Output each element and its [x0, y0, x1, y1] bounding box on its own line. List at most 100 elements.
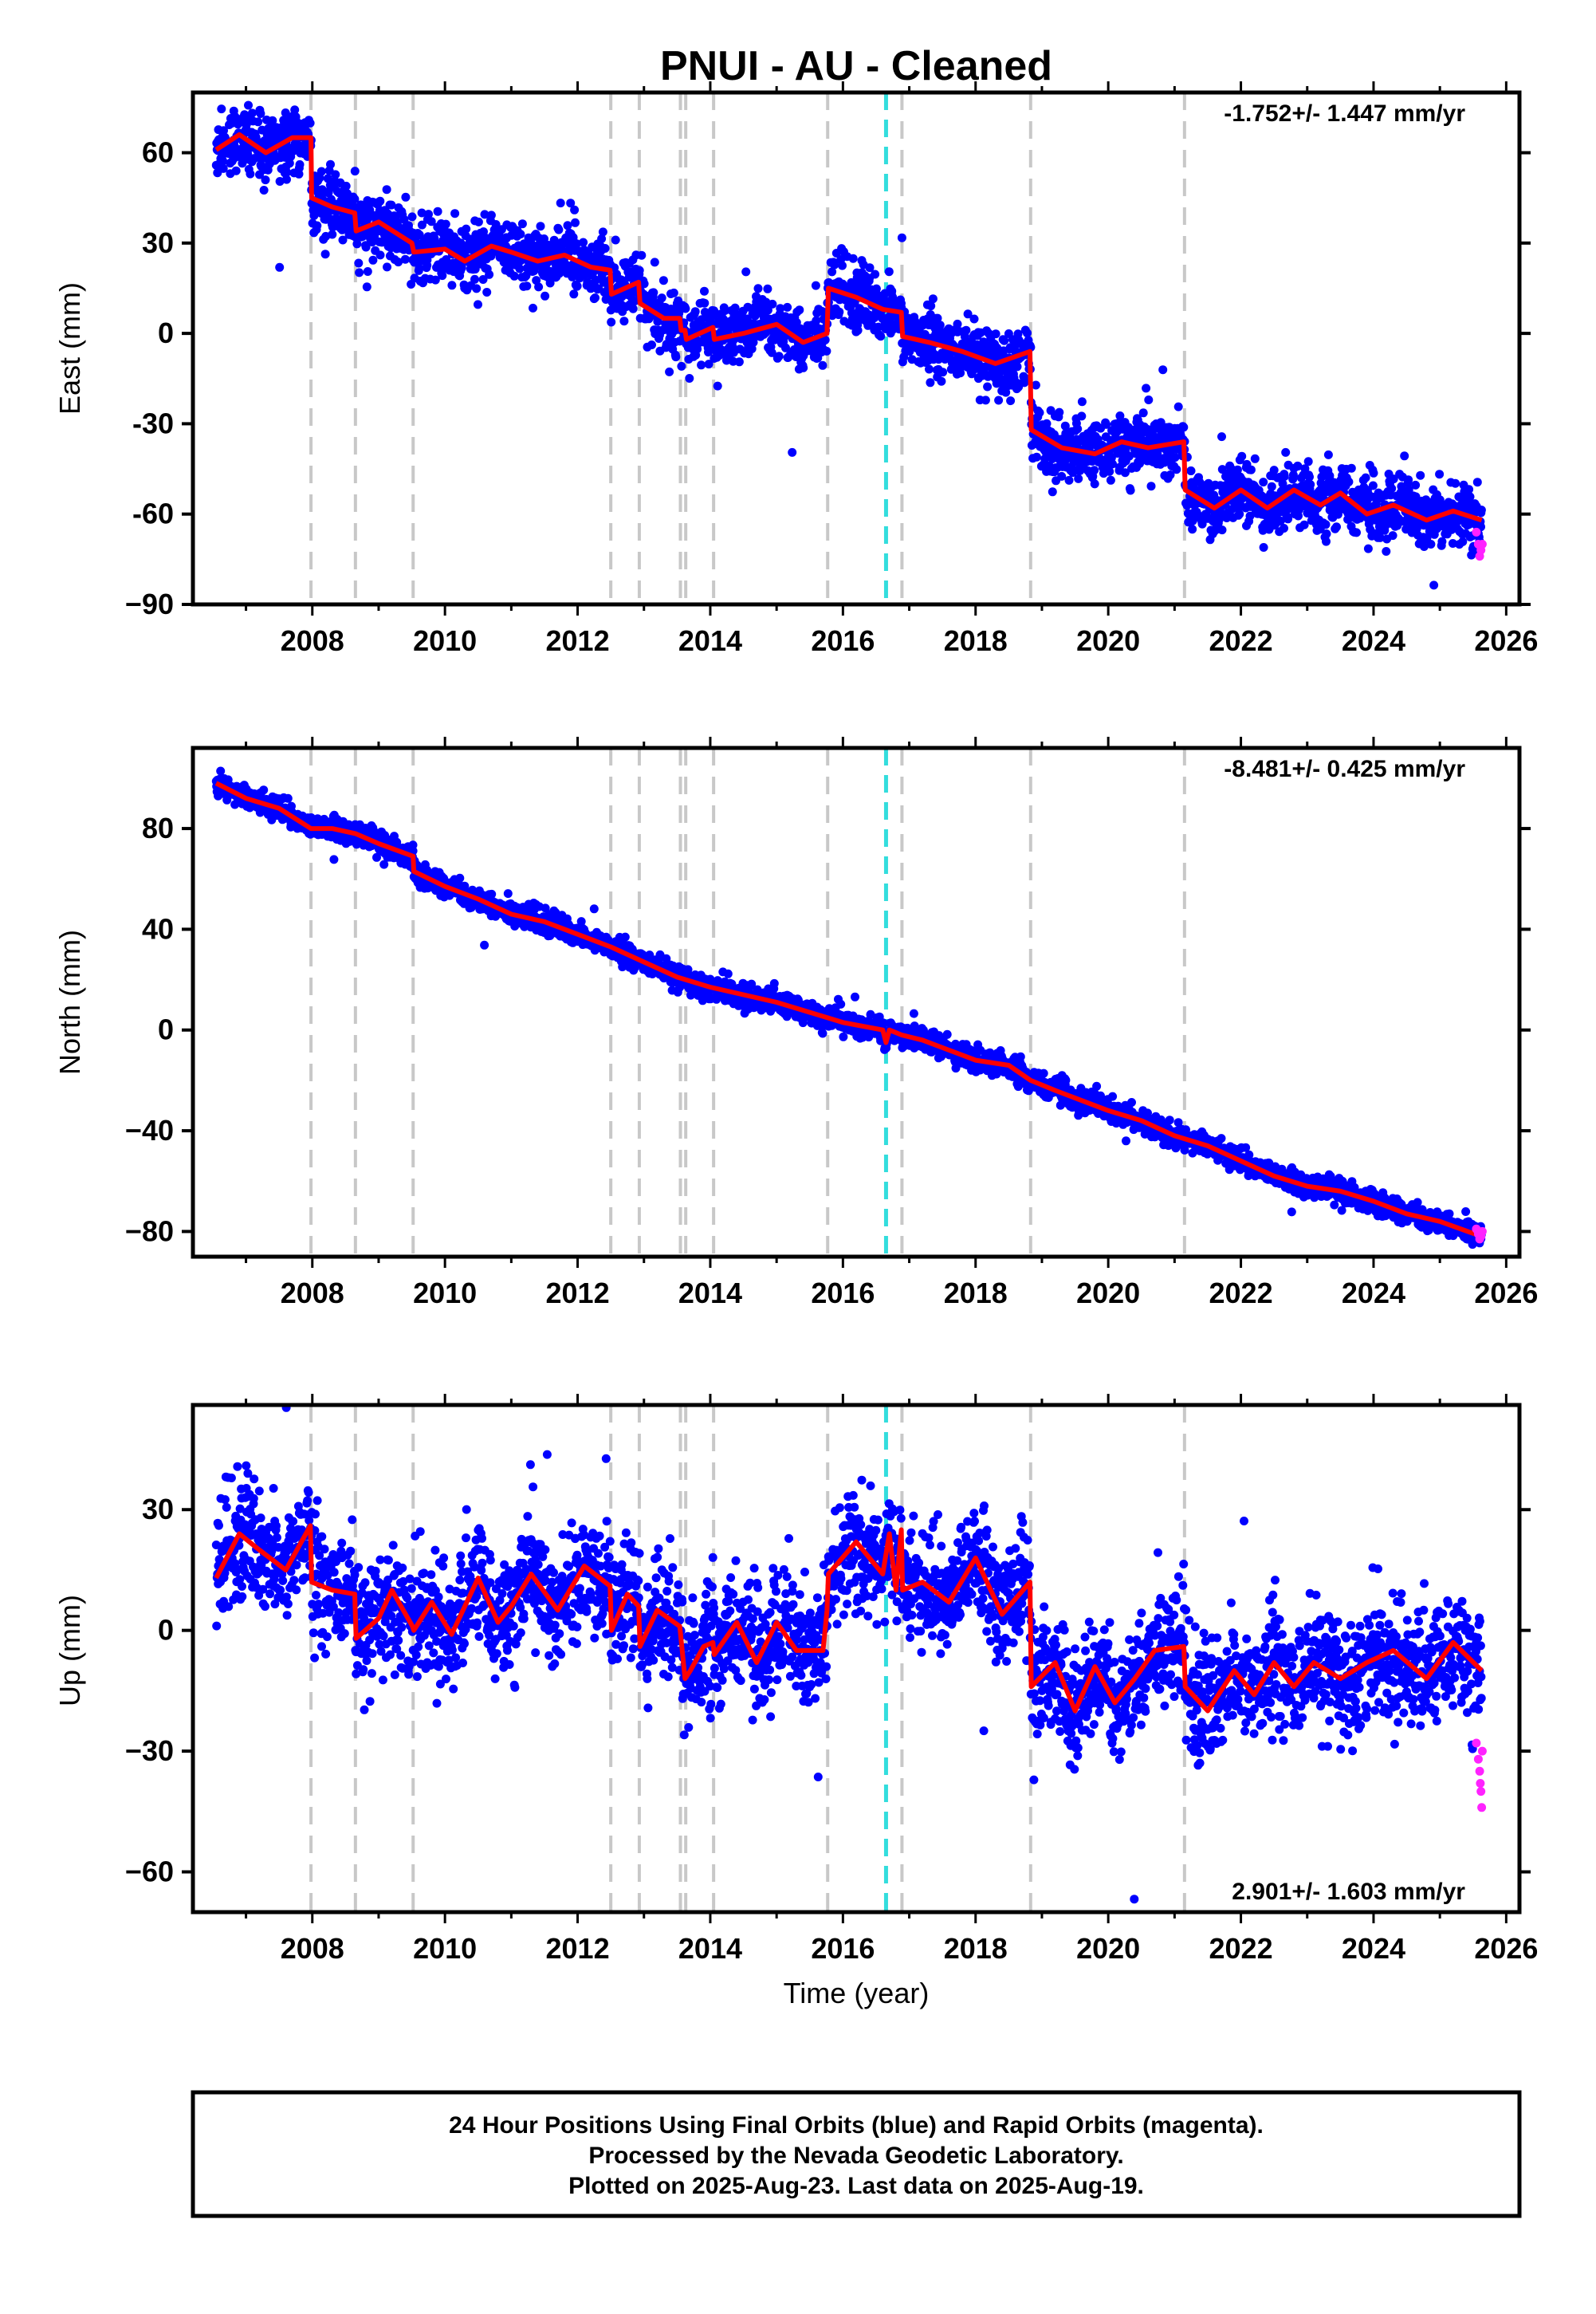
east-data-point [1375, 533, 1385, 542]
east-data-point [1389, 474, 1398, 484]
east-data-point [741, 267, 751, 277]
east-data-point [690, 307, 700, 317]
east-data-point [1416, 470, 1425, 480]
east-data-point [218, 163, 228, 173]
east-data-point [231, 166, 241, 175]
east-data-point [1280, 524, 1288, 533]
east-data-point [1186, 466, 1196, 475]
east-data-point [1404, 486, 1413, 494]
east-data-point [749, 337, 758, 347]
east-data-point [1170, 453, 1180, 462]
east-data-point [424, 210, 433, 219]
east-data-point [1064, 475, 1074, 485]
east-event-lines [309, 92, 1186, 604]
east-data-point [326, 159, 335, 169]
east-data-point [1303, 457, 1313, 466]
east-data-point [647, 340, 656, 349]
east-data-point [352, 239, 362, 249]
east-data-point [566, 199, 576, 208]
east-data-point [290, 105, 300, 115]
east-data-point [417, 220, 427, 230]
east-data-point [1232, 465, 1242, 474]
east-data-point [710, 306, 719, 316]
east-data-point [820, 335, 830, 344]
east-data-point [884, 267, 894, 277]
east-data-point [259, 186, 269, 195]
east-data-point [363, 267, 372, 276]
east-data-point [450, 209, 460, 218]
east-data-point [1332, 522, 1341, 532]
east-data-point [516, 230, 525, 239]
east-data-point [763, 284, 772, 293]
east-data-point [697, 360, 706, 370]
east-data-point [1048, 487, 1057, 497]
east-data-point [534, 282, 544, 292]
east-data-point [285, 159, 294, 168]
east-model-line [214, 132, 1483, 523]
east-data-point [470, 274, 479, 284]
east-data-point [474, 300, 482, 309]
east-data-point [768, 299, 777, 309]
east-data-point [1397, 482, 1406, 491]
east-data-point [611, 235, 620, 245]
east-data-point [261, 175, 270, 185]
east-data-point [1138, 408, 1148, 418]
east-data-point [509, 271, 519, 281]
east-y-tick-label: −90 [125, 588, 174, 620]
east-data-point [382, 185, 391, 195]
east-data-point [1146, 482, 1156, 491]
east-data-point [685, 374, 694, 383]
east-data-point [1108, 459, 1117, 469]
east-data-point [1387, 484, 1397, 494]
east-data-point [937, 376, 946, 386]
east-data-point [283, 79, 292, 88]
east-data-point [811, 281, 820, 290]
east-data-point [275, 262, 285, 272]
east-data-point [362, 282, 371, 292]
north-data-point [576, 917, 586, 927]
east-data-point [1237, 451, 1247, 461]
east-data-point [1352, 528, 1361, 537]
east-data-point [1300, 464, 1310, 474]
east-data-point [400, 254, 410, 264]
east-x-tick-label: 2020 [1076, 624, 1140, 657]
east-data-point [1166, 470, 1175, 479]
east-data-point [563, 221, 572, 230]
north-data-point [618, 962, 627, 972]
east-data-point [474, 217, 483, 226]
east-data-point [1321, 520, 1331, 529]
east-data-point [1245, 511, 1255, 521]
north-data-point [216, 766, 226, 776]
east-data-point [313, 221, 322, 230]
east-data-point [700, 298, 710, 308]
east-data-point [1142, 384, 1151, 393]
north-data-point [329, 855, 339, 864]
east-data-point [591, 293, 599, 302]
east-data-point [1346, 463, 1356, 473]
east-data-point [368, 255, 378, 265]
east-data-point [812, 316, 821, 325]
east-data-point [1060, 421, 1070, 431]
east-data-point [1299, 520, 1309, 529]
east-data-point [482, 288, 492, 297]
east-data-point [1126, 486, 1135, 495]
east-data-point [671, 352, 681, 362]
east-data-point [532, 276, 541, 285]
east-data-point [928, 294, 938, 304]
east-data-point [743, 302, 753, 312]
east-velocity-label: -1.752+/- 1.447 mm/yr [1224, 100, 1465, 127]
east-data-point [1006, 396, 1016, 406]
east-data-point [350, 195, 360, 204]
east-data-point [935, 321, 945, 330]
east-data-point [1306, 480, 1315, 490]
east-data-point [1382, 547, 1391, 556]
east-data-point [835, 307, 844, 317]
east-data-point [597, 234, 607, 243]
east-data-point [628, 304, 638, 313]
east-x-tick-label: 2022 [1209, 624, 1273, 657]
east-data-point [781, 343, 790, 352]
east-data-point [1305, 472, 1314, 482]
east-data-point [320, 250, 330, 259]
